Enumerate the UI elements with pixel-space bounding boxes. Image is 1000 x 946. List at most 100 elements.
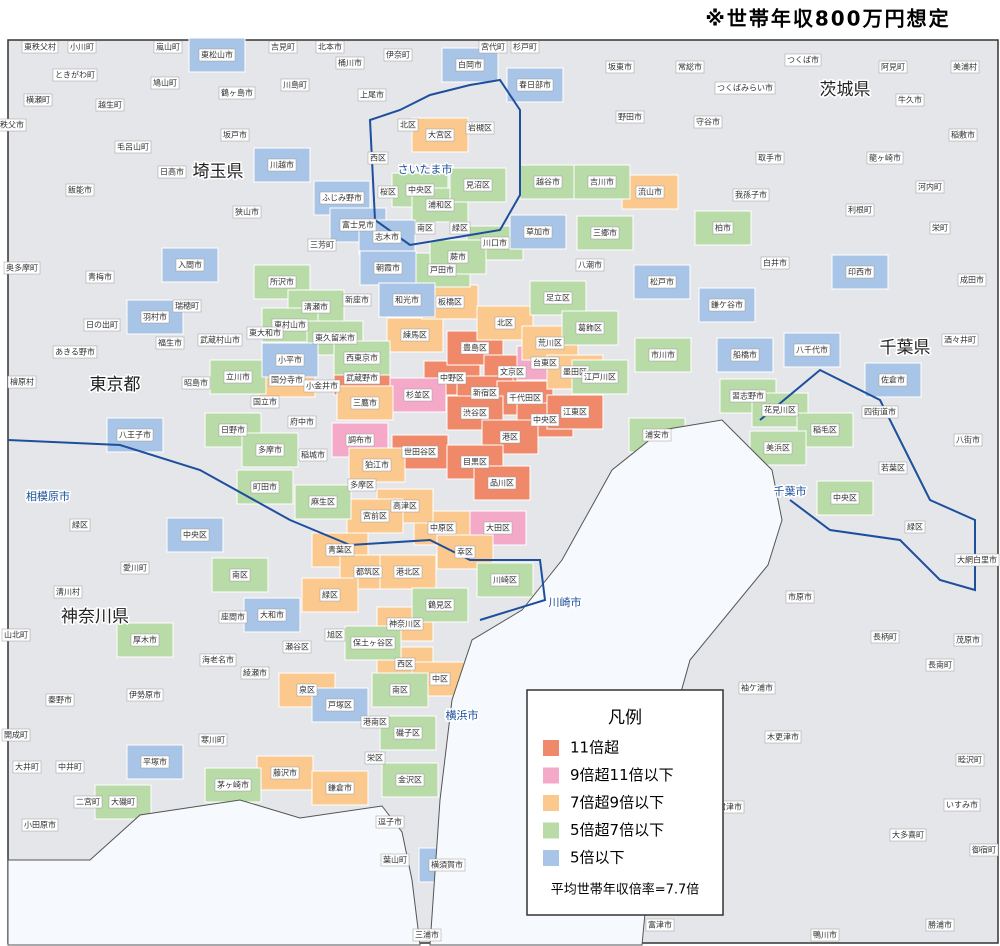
label-box <box>353 565 383 579</box>
label-box <box>199 653 237 667</box>
area-label: 江東区 <box>563 407 587 417</box>
prefecture-label: 千葉県 <box>880 338 931 358</box>
area-label: 宮代町 <box>481 42 505 52</box>
area-label: 野田市 <box>618 112 642 122</box>
label-box <box>732 188 770 202</box>
area-label: 泉区 <box>299 685 315 695</box>
label-box <box>395 773 425 787</box>
label-box <box>220 128 250 142</box>
label-box <box>155 336 185 350</box>
area-label: 取手市 <box>758 153 782 163</box>
area-label: 多摩市 <box>258 445 282 455</box>
area-label: 戸塚区 <box>328 701 352 710</box>
area-label: 八千代市 <box>796 345 828 355</box>
labels: 武蔵野市 中野区豊島区文京区新宿区千代田区渋谷区中央区港区江東区世田谷区目黒区品川… <box>0 40 1000 942</box>
area-label: 小平市 <box>278 355 302 365</box>
label-box <box>108 795 138 809</box>
area-label: ときがわ町 <box>55 70 95 80</box>
label-box <box>389 683 411 697</box>
area-label: 保土ヶ谷区 <box>353 638 393 648</box>
area-label: 中野区 <box>440 373 464 383</box>
city-label: 相模原市 <box>26 489 70 503</box>
label-box <box>175 258 205 272</box>
label-box <box>282 640 312 654</box>
label-box <box>126 688 164 702</box>
area-label: 入間市 <box>178 260 202 270</box>
label-box <box>785 590 815 604</box>
label-box <box>339 218 377 232</box>
area-label: 東村山市 <box>274 320 306 330</box>
area-label: 小金井市 <box>306 381 338 391</box>
label-box <box>69 518 91 532</box>
prefecture-label: 茨城県 <box>820 80 871 100</box>
label-box <box>969 843 999 857</box>
area-label: 越谷市 <box>536 177 560 187</box>
label-box <box>712 221 734 235</box>
area-label: 浦和区 <box>428 200 452 210</box>
area-label: 府中市 <box>290 417 314 427</box>
label-box <box>180 528 210 542</box>
area-label: 牛久市 <box>898 95 922 105</box>
label-box <box>153 40 183 54</box>
label-box <box>861 405 899 419</box>
area-label: 伊勢原市 <box>129 690 161 700</box>
label-box <box>7 375 37 389</box>
area-label: 瑞穂町 <box>175 301 199 311</box>
area-label: 蕨市 <box>450 252 466 262</box>
area-label: 鴨川市 <box>813 930 837 940</box>
label-box <box>367 151 389 165</box>
area-label: 横瀬町 <box>26 95 50 105</box>
area-label: 厚木市 <box>133 635 157 645</box>
area-label: 美浦村 <box>953 62 977 72</box>
area-label: 成田市 <box>960 275 984 285</box>
area-label: 東秩父村 <box>24 42 56 52</box>
legend-items: 11倍超 9倍超11倍以下 7倍超9倍以下 5倍超7倍以下 5倍以下 <box>543 739 674 867</box>
area-label: 日高市 <box>160 167 184 177</box>
label-box <box>73 795 103 809</box>
label-box <box>386 617 424 631</box>
label-box <box>55 760 85 774</box>
area-label: 羽村市 <box>143 312 167 322</box>
area-label: 若葉区 <box>881 463 905 473</box>
label-box <box>647 275 677 289</box>
area-label: 川口市 <box>483 238 507 248</box>
label-box <box>463 178 493 192</box>
area-label: 開成町 <box>4 730 28 740</box>
area-label: 調布市 <box>348 435 372 445</box>
label-box <box>267 275 297 289</box>
label-box <box>645 918 675 932</box>
label-box <box>878 373 908 387</box>
label-box <box>810 928 840 942</box>
area-label: 日野市 <box>221 425 245 435</box>
legend-swatch <box>543 740 559 756</box>
area-label: 二宮町 <box>76 797 100 807</box>
legend-label: 5倍以下 <box>570 849 625 867</box>
label-box <box>116 428 154 442</box>
area-label: 八街市 <box>956 435 980 445</box>
area-label: 栄町 <box>932 223 948 233</box>
city-border <box>7 439 547 621</box>
label-box <box>810 423 840 437</box>
label-box <box>319 588 341 602</box>
label-box <box>533 175 563 189</box>
label-box <box>325 543 355 557</box>
label-box <box>535 336 565 350</box>
prefecture-label: 神奈川県 <box>61 607 129 627</box>
area-label: 港区 <box>502 432 518 442</box>
area-label: 坂東市 <box>608 62 632 72</box>
area <box>389 377 447 413</box>
label-box <box>308 495 338 509</box>
area-label: 秦野市 <box>48 695 72 705</box>
label-box <box>250 480 280 494</box>
label-box <box>605 60 635 74</box>
area-label: 緑区 <box>322 590 338 600</box>
label-box <box>449 221 471 235</box>
city-label: 川崎市 <box>549 595 582 609</box>
label-box <box>372 230 402 244</box>
area-label: 中央区 <box>183 530 207 540</box>
label-box <box>425 598 455 612</box>
label-box <box>287 415 317 429</box>
label-box <box>347 478 377 492</box>
area-label: 飯能市 <box>68 185 92 195</box>
area-label: 北区 <box>400 121 416 130</box>
